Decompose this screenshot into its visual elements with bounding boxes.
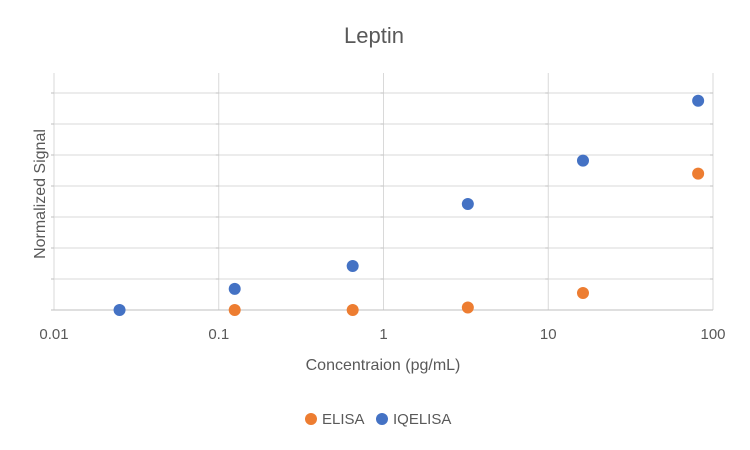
iqelisa-point bbox=[113, 304, 126, 316]
x-axis-label: Concentraion (pg/mL) bbox=[306, 357, 461, 374]
x-tick-labels: 0.01 0.1 1 10 100 bbox=[39, 326, 725, 343]
x-tick-label: 1 bbox=[379, 326, 387, 343]
iqelisa-point bbox=[461, 197, 474, 210]
elisa-point bbox=[576, 286, 589, 299]
data-points bbox=[113, 94, 705, 316]
x-tick-label: 100 bbox=[700, 326, 725, 343]
legend-marker-iqelisa bbox=[376, 413, 388, 425]
chart-title: Leptin bbox=[344, 23, 404, 48]
x-tick-label: 0.01 bbox=[39, 326, 68, 343]
x-tick-label: 0.1 bbox=[208, 326, 229, 343]
iqelisa-point bbox=[346, 259, 359, 272]
gridlines bbox=[51, 73, 714, 311]
elisa-point bbox=[461, 301, 474, 314]
elisa-point bbox=[692, 167, 705, 180]
legend-label-elisa: ELISA bbox=[322, 411, 365, 428]
y-axis-label: Normalized Signal bbox=[32, 129, 49, 259]
x-tick-label: 10 bbox=[540, 326, 557, 343]
legend: ELISA IQELISA bbox=[305, 411, 451, 428]
elisa-point bbox=[228, 304, 241, 316]
legend-label-iqelisa: IQELISA bbox=[393, 411, 451, 428]
iqelisa-point bbox=[576, 154, 589, 167]
legend-marker-elisa bbox=[305, 413, 317, 425]
iqelisa-point bbox=[228, 282, 241, 295]
elisa-point bbox=[346, 304, 359, 316]
iqelisa-point bbox=[692, 94, 705, 107]
